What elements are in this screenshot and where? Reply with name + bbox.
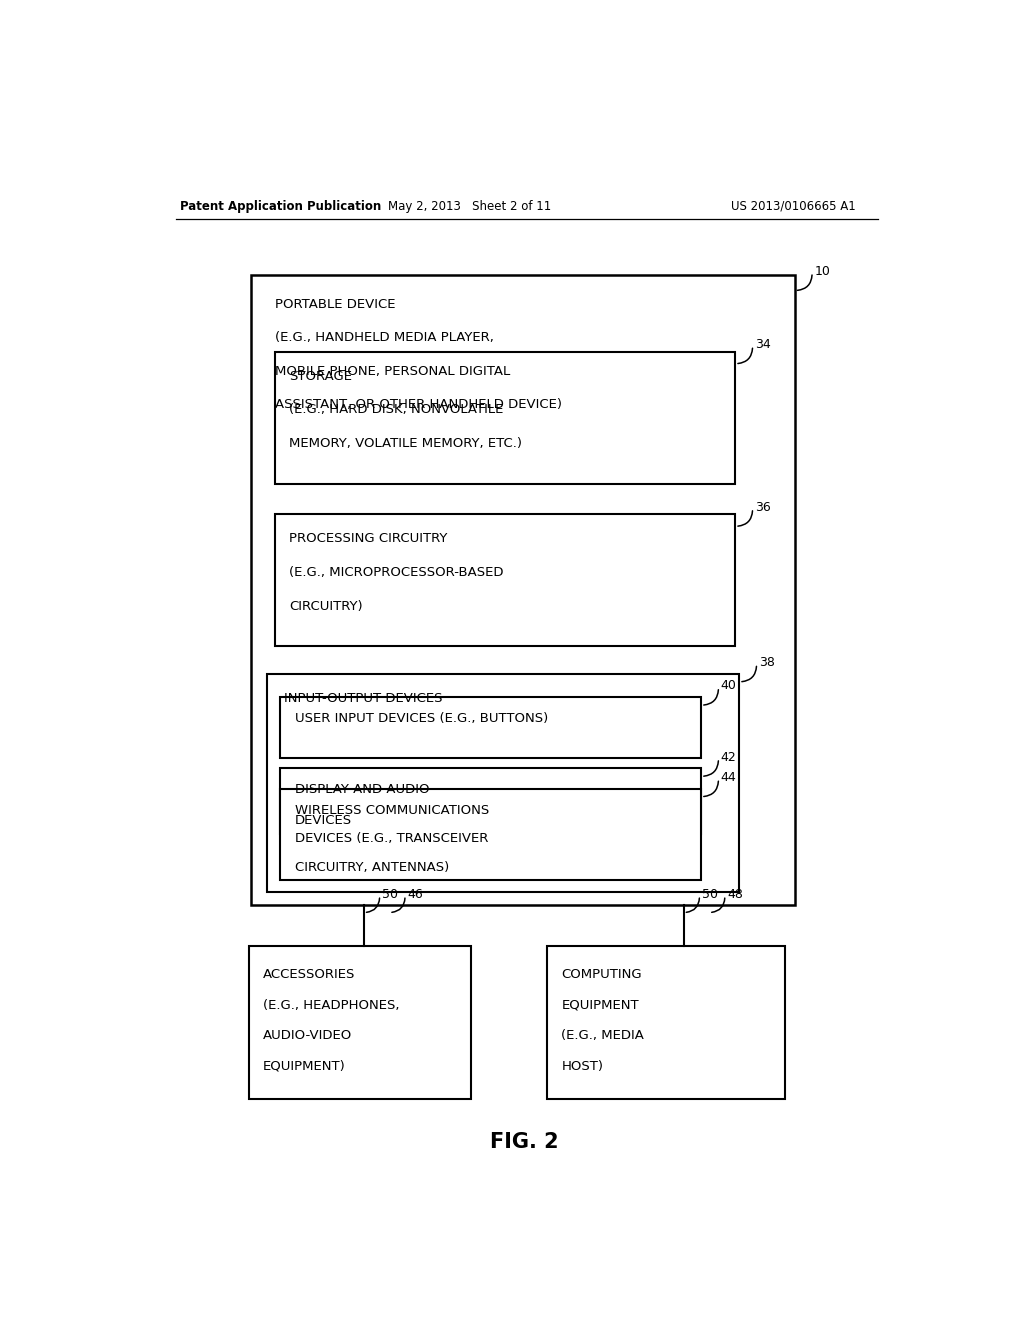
Text: 36: 36 [755, 500, 771, 513]
Text: Patent Application Publication: Patent Application Publication [179, 199, 381, 213]
Text: 34: 34 [755, 338, 771, 351]
Text: PORTABLE DEVICE: PORTABLE DEVICE [274, 297, 395, 310]
Text: 10: 10 [814, 265, 830, 277]
Text: 42: 42 [721, 751, 736, 763]
Text: WIRELESS COMMUNICATIONS: WIRELESS COMMUNICATIONS [295, 804, 488, 817]
Text: DEVICES: DEVICES [295, 814, 352, 826]
Text: 48: 48 [727, 888, 743, 900]
Text: US 2013/0106665 A1: US 2013/0106665 A1 [731, 199, 856, 213]
Bar [274, 515, 735, 647]
Text: (E.G., MEDIA: (E.G., MEDIA [561, 1030, 644, 1043]
Text: 50: 50 [382, 888, 398, 900]
Text: 44: 44 [721, 771, 736, 784]
Text: STORAGE: STORAGE [289, 370, 352, 383]
Text: May 2, 2013   Sheet 2 of 11: May 2, 2013 Sheet 2 of 11 [388, 199, 551, 213]
Bar [274, 351, 735, 483]
Text: EQUIPMENT): EQUIPMENT) [263, 1060, 346, 1073]
Bar [267, 673, 739, 892]
Text: USER INPUT DEVICES (E.G., BUTTONS): USER INPUT DEVICES (E.G., BUTTONS) [295, 713, 548, 725]
Text: 46: 46 [408, 888, 423, 900]
Text: ASSISTANT, OR OTHER HANDHELD DEVICE): ASSISTANT, OR OTHER HANDHELD DEVICE) [274, 399, 562, 412]
Text: COMPUTING: COMPUTING [561, 969, 642, 982]
Text: FIG. 2: FIG. 2 [490, 1133, 559, 1152]
Text: DISPLAY AND AUDIO: DISPLAY AND AUDIO [295, 784, 429, 796]
Text: (E.G., MICROPROCESSOR-BASED: (E.G., MICROPROCESSOR-BASED [289, 566, 504, 579]
Text: MOBILE PHONE, PERSONAL DIGITAL: MOBILE PHONE, PERSONAL DIGITAL [274, 364, 510, 378]
Text: 40: 40 [721, 680, 736, 693]
Bar [281, 697, 701, 758]
Text: 38: 38 [759, 656, 775, 669]
Text: EQUIPMENT: EQUIPMENT [561, 999, 639, 1012]
Bar [249, 946, 471, 1098]
Text: INPUT-OUTPUT DEVICES: INPUT-OUTPUT DEVICES [285, 692, 442, 705]
Text: MEMORY, VOLATILE MEMORY, ETC.): MEMORY, VOLATILE MEMORY, ETC.) [289, 437, 522, 450]
Text: DEVICES (E.G., TRANSCEIVER: DEVICES (E.G., TRANSCEIVER [295, 833, 488, 845]
Text: (E.G., HEADPHONES,: (E.G., HEADPHONES, [263, 999, 399, 1012]
Bar [281, 788, 701, 880]
Bar [281, 768, 701, 834]
Text: PROCESSING CIRCUITRY: PROCESSING CIRCUITRY [289, 532, 447, 545]
Text: ACCESSORIES: ACCESSORIES [263, 969, 355, 982]
Bar [251, 276, 795, 906]
Text: CIRCUITRY, ANTENNAS): CIRCUITRY, ANTENNAS) [295, 861, 449, 874]
Text: CIRCUITRY): CIRCUITRY) [289, 599, 362, 612]
Text: (E.G., HARD DISK, NONVOLATILE: (E.G., HARD DISK, NONVOLATILE [289, 404, 504, 416]
Text: AUDIO-VIDEO: AUDIO-VIDEO [263, 1030, 352, 1043]
Text: 50: 50 [701, 888, 718, 900]
Text: (E.G., HANDHELD MEDIA PLAYER,: (E.G., HANDHELD MEDIA PLAYER, [274, 331, 494, 345]
Text: HOST): HOST) [561, 1060, 603, 1073]
Bar [547, 946, 785, 1098]
